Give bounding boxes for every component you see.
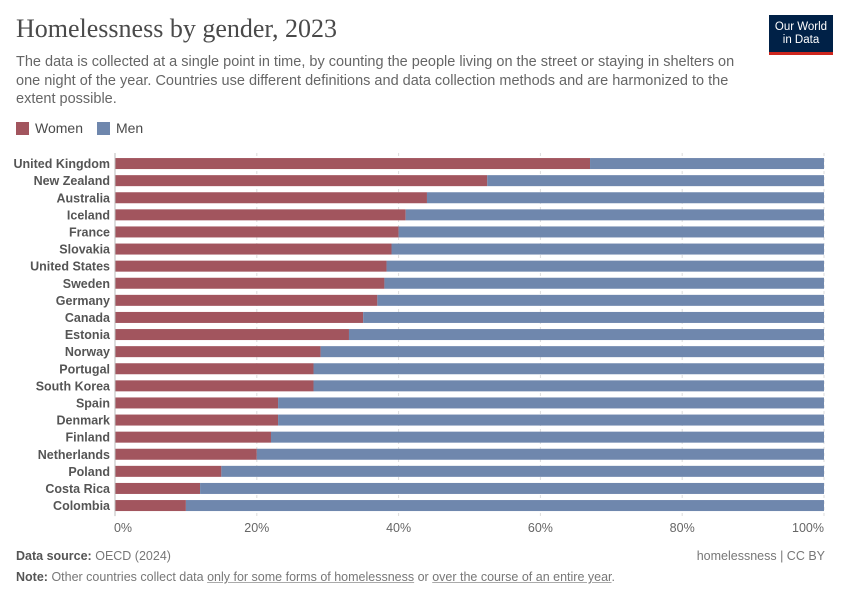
stacked-bar-chart: 0% 20% 40% 60% 80% 100% United Kingdom New Zeal…	[13, 153, 825, 535]
bar-men	[384, 277, 824, 289]
legend-item-men[interactable]: Men	[96, 120, 144, 136]
bar-men	[391, 243, 824, 255]
category-label: United Kingdom	[13, 157, 110, 171]
x-tick-label: 60%	[528, 521, 553, 535]
bar-women	[115, 158, 591, 170]
bar-women	[115, 448, 257, 460]
category-label: New Zealand	[34, 174, 110, 188]
category-label: Poland	[68, 465, 110, 479]
bar-women	[115, 277, 385, 289]
bar-men	[313, 380, 824, 392]
category-label: Estonia	[65, 328, 111, 342]
bar-women	[115, 226, 399, 238]
category-label: United States	[30, 260, 110, 274]
bar-men	[590, 158, 824, 170]
bar-women	[115, 294, 378, 306]
category-label: Sweden	[63, 277, 110, 291]
bar-men	[386, 260, 824, 272]
legend-label-men: Men	[115, 120, 144, 136]
bar-women	[115, 482, 201, 494]
x-tick-label: 100%	[792, 521, 824, 535]
bar-women	[115, 260, 387, 272]
bar-men	[256, 448, 824, 460]
legend-item-women[interactable]: Women	[16, 120, 83, 136]
chart-subtitle: The data is collected at a single point …	[16, 54, 735, 107]
category-label: Netherlands	[38, 448, 110, 462]
bar-women	[115, 209, 406, 221]
bar-men	[377, 294, 824, 306]
legend: Women Men	[16, 120, 143, 136]
bar-men	[487, 175, 824, 187]
bar-women	[115, 175, 488, 187]
bar-men	[221, 465, 825, 477]
x-tick-label: 80%	[670, 521, 695, 535]
category-label: France	[69, 225, 110, 239]
bar-women	[115, 329, 349, 341]
chart-title: Homelessness by gender, 2023	[16, 14, 338, 43]
logo-line-1: Our World	[774, 21, 828, 33]
x-tick-label: 40%	[386, 521, 411, 535]
bar-women	[115, 397, 279, 409]
bar-women	[115, 346, 321, 358]
bar-women	[115, 311, 364, 323]
bar-men	[270, 431, 825, 443]
bar-men	[405, 209, 824, 221]
bar-men	[313, 363, 824, 375]
legend-label-women: Women	[35, 120, 83, 136]
bar-men	[398, 226, 824, 238]
data-source: Data source: OECD (2024)	[16, 549, 171, 563]
note-text: .	[611, 570, 615, 584]
category-label: Costa Rica	[45, 482, 111, 496]
category-label: Australia	[57, 191, 112, 205]
bar-men	[348, 329, 824, 341]
bar-men	[363, 311, 824, 323]
category-label: Spain	[76, 396, 110, 410]
credit-text: homelessness | CC BY	[696, 549, 825, 563]
category-label: Germany	[56, 294, 110, 308]
category-label: Norway	[65, 345, 110, 359]
category-label: Denmark	[57, 414, 111, 428]
bar-women	[115, 500, 186, 512]
bar-women	[115, 243, 392, 255]
category-label: Slovakia	[59, 243, 111, 257]
bar-men	[278, 397, 824, 409]
owid-logo[interactable]: Our World in Data	[769, 15, 833, 55]
source-value: OECD (2024)	[95, 549, 171, 563]
category-label: South Korea	[36, 379, 111, 393]
legend-swatch-men	[96, 121, 110, 135]
legend-swatch-women	[16, 121, 29, 135]
x-tick-label: 0%	[114, 521, 132, 535]
note-text: Other countries collect data	[51, 570, 204, 584]
bar-women	[115, 192, 427, 204]
logo-line-2: in Data	[782, 33, 820, 46]
note-text: or	[417, 570, 429, 584]
source-label: Data source:	[16, 549, 92, 563]
bar-men	[278, 414, 824, 426]
category-label: Canada	[65, 311, 111, 325]
bar-men	[426, 192, 824, 204]
category-label: Colombia	[53, 499, 111, 513]
bar-women	[115, 414, 279, 426]
note-label: Note:	[16, 570, 48, 584]
bar-women	[115, 431, 271, 443]
note-link-forms[interactable]: only for some forms of homelessness	[207, 570, 415, 584]
bar-men	[320, 346, 824, 358]
x-tick-label: 20%	[244, 521, 269, 535]
footer-note: Note: Other countries collect data only …	[16, 570, 615, 584]
bar-women	[115, 380, 314, 392]
category-label: Portugal	[59, 362, 110, 376]
bar-men	[185, 500, 824, 512]
bar-women	[115, 465, 222, 477]
note-link-year[interactable]: over the course of an entire year	[432, 570, 612, 584]
bar-men	[200, 482, 824, 494]
category-label: Finland	[66, 431, 110, 445]
category-label: Iceland	[67, 208, 110, 222]
bar-women	[115, 363, 314, 375]
